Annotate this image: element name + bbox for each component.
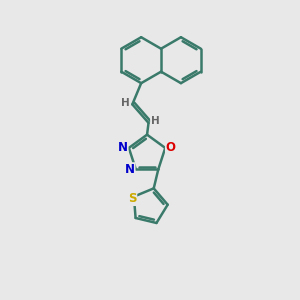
Text: S: S <box>128 192 137 206</box>
Text: N: N <box>118 141 128 154</box>
Text: N: N <box>125 163 135 176</box>
Text: O: O <box>166 141 176 154</box>
Text: H: H <box>122 98 130 108</box>
Text: H: H <box>151 116 159 126</box>
